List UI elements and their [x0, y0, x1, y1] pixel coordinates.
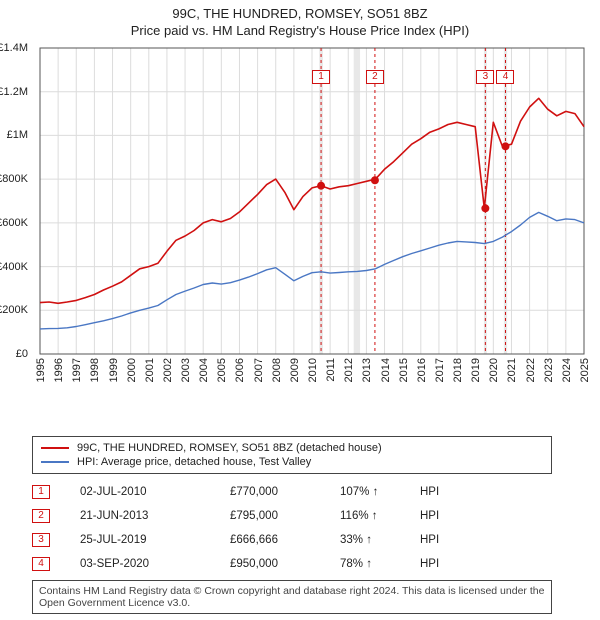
x-axis-label: 2015: [396, 358, 410, 382]
transaction-hpi-label: HPI: [420, 510, 480, 522]
transaction-price: £666,666: [230, 534, 340, 546]
x-axis-label: 2025: [577, 358, 591, 382]
y-axis-label: £800K: [0, 173, 32, 185]
transaction-pct: 107% ↑: [340, 486, 420, 498]
transaction-badge: 4: [32, 557, 50, 571]
transaction-hpi-label: HPI: [420, 534, 480, 546]
x-axis-label: 2024: [559, 358, 573, 382]
transaction-date: 21-JUN-2013: [80, 510, 230, 522]
transaction-row: 1 02-JUL-2010£770,000107% ↑HPI: [32, 480, 552, 504]
x-axis-label: 2022: [523, 358, 537, 382]
x-axis-label: 2011: [323, 358, 337, 382]
page: 99C, THE HUNDRED, ROMSEY, SO51 8BZ Price…: [0, 0, 600, 620]
x-axis-label: 2018: [450, 358, 464, 382]
transaction-pct: 78% ↑: [340, 558, 420, 570]
transaction-badge: 2: [32, 509, 50, 523]
x-axis-label: 2016: [414, 358, 428, 382]
transaction-price: £770,000: [230, 486, 340, 498]
transaction-price: £950,000: [230, 558, 340, 570]
transaction-row: 3 25-JUL-2019£666,66633% ↑HPI: [32, 528, 552, 552]
x-axis-label: 2021: [504, 358, 518, 382]
x-axis-label: 2001: [142, 358, 156, 382]
x-axis-label: 2012: [341, 358, 355, 382]
x-axis-label: 2007: [251, 358, 265, 382]
transaction-pct: 33% ↑: [340, 534, 420, 546]
y-axis-label: £400K: [0, 261, 32, 273]
x-axis-label: 2006: [232, 358, 246, 382]
x-axis-label: 2008: [269, 358, 283, 382]
transactions-table: 102-JUL-2010£770,000107% ↑HPI221-JUN-201…: [32, 480, 552, 576]
x-axis-label: 1998: [87, 358, 101, 382]
x-axis-label: 2014: [378, 358, 392, 382]
chart-marker-badge: 3: [476, 70, 494, 84]
chart-subtitle: Price paid vs. HM Land Registry's House …: [0, 21, 600, 44]
chart-marker-badge: 2: [366, 70, 384, 84]
x-axis-label: 2020: [486, 358, 500, 382]
transaction-row: 4 03-SEP-2020£950,00078% ↑HPI: [32, 552, 552, 576]
y-axis-label: £1.4M: [0, 42, 32, 54]
chart-svg: [32, 44, 592, 394]
transaction-date: 25-JUL-2019: [80, 534, 230, 546]
x-axis-label: 2000: [124, 358, 138, 382]
legend-label: 99C, THE HUNDRED, ROMSEY, SO51 8BZ (deta…: [77, 442, 382, 454]
x-axis-label: 2010: [305, 358, 319, 382]
x-axis-label: 2009: [287, 358, 301, 382]
x-axis-label: 2005: [214, 358, 228, 382]
legend-row: 99C, THE HUNDRED, ROMSEY, SO51 8BZ (deta…: [41, 441, 543, 455]
chart-title: 99C, THE HUNDRED, ROMSEY, SO51 8BZ: [0, 0, 600, 21]
legend: 99C, THE HUNDRED, ROMSEY, SO51 8BZ (deta…: [32, 436, 552, 474]
legend-row: HPI: Average price, detached house, Test…: [41, 455, 543, 469]
legend-swatch: [41, 447, 69, 449]
transaction-date: 02-JUL-2010: [80, 486, 230, 498]
transaction-row: 2 21-JUN-2013£795,000116% ↑HPI: [32, 504, 552, 528]
transaction-hpi-label: HPI: [420, 486, 480, 498]
transaction-date: 03-SEP-2020: [80, 558, 230, 570]
y-axis-label: £0: [16, 348, 32, 360]
chart-area: £0£200K£400K£600K£800K£1M£1.2M£1.4M19951…: [32, 44, 592, 394]
chart-marker-badge: 1: [312, 70, 330, 84]
x-axis-label: 2019: [468, 358, 482, 382]
x-axis-label: 2002: [160, 358, 174, 382]
x-axis-label: 2017: [432, 358, 446, 382]
y-axis-label: £600K: [0, 217, 32, 229]
x-axis-label: 1999: [106, 358, 120, 382]
transaction-price: £795,000: [230, 510, 340, 522]
transaction-badge: 1: [32, 485, 50, 499]
x-axis-label: 1997: [69, 358, 83, 382]
x-axis-label: 1996: [51, 358, 65, 382]
x-axis-label: 2004: [196, 358, 210, 382]
chart-marker-badge: 4: [496, 70, 514, 84]
transaction-hpi-label: HPI: [420, 558, 480, 570]
x-axis-label: 2013: [359, 358, 373, 382]
y-axis-label: £200K: [0, 304, 32, 316]
x-axis-label: 1995: [33, 358, 47, 382]
x-axis-label: 2023: [541, 358, 555, 382]
footer-attribution: Contains HM Land Registry data © Crown c…: [32, 580, 552, 614]
legend-swatch: [41, 461, 69, 463]
transaction-pct: 116% ↑: [340, 510, 420, 522]
y-axis-label: £1M: [7, 129, 32, 141]
transaction-badge: 3: [32, 533, 50, 547]
legend-label: HPI: Average price, detached house, Test…: [77, 456, 311, 468]
y-axis-label: £1.2M: [0, 86, 32, 98]
x-axis-label: 2003: [178, 358, 192, 382]
